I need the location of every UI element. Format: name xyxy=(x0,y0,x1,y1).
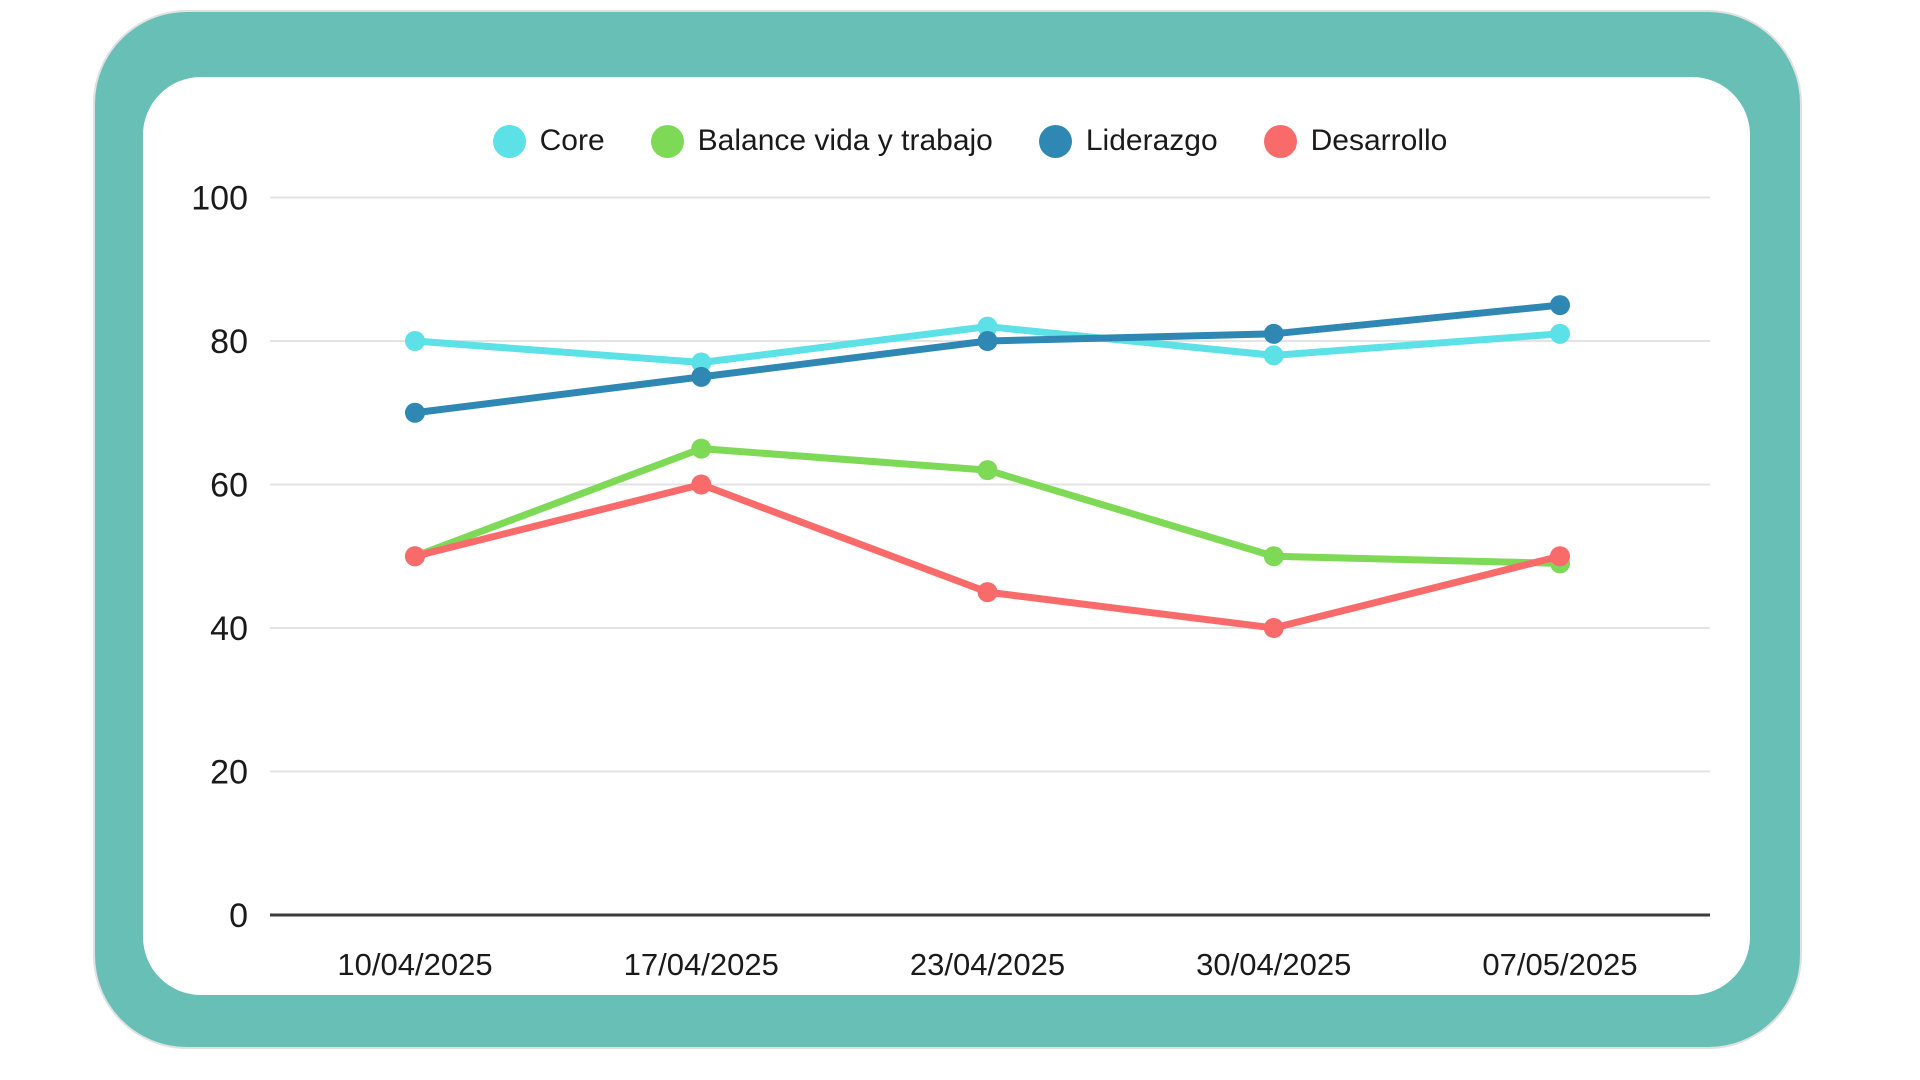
data-point-liderazgo xyxy=(1550,295,1570,316)
y-tick-label: 60 xyxy=(210,467,248,505)
data-point-core xyxy=(977,316,998,337)
data-point-liderazgo xyxy=(977,331,998,351)
data-point-desarrollo xyxy=(405,546,425,567)
y-tick-label: 40 xyxy=(210,610,248,648)
x-tick-label: 17/04/2025 xyxy=(624,947,779,982)
chart-frame: Core Balance vida y trabajo Liderazgo Desar… xyxy=(95,12,1800,1047)
data-point-core xyxy=(691,352,712,373)
data-point-liderazgo xyxy=(1263,323,1284,344)
legend-label: Desarrollo xyxy=(1310,124,1448,157)
chart-legend: Core Balance vida y trabajo Liderazgo Desar… xyxy=(230,121,1710,161)
data-point-core xyxy=(1263,345,1284,366)
data-point-balance-vida-y-trabajo xyxy=(977,460,998,481)
x-tick-label: 23/04/2025 xyxy=(910,947,1065,982)
data-point-liderazgo xyxy=(405,402,425,423)
data-point-balance-vida-y-trabajo xyxy=(1263,546,1284,567)
line-chart: 0 20 40 60 80 100 10/04/2025 17/04/2025 23/04/20… xyxy=(191,180,1710,982)
legend-dot-icon xyxy=(492,124,526,158)
x-tick-label: 10/04/2025 xyxy=(337,947,492,982)
data-point-desarrollo xyxy=(1263,618,1284,638)
data-point-balance-vida-y-trabajo xyxy=(691,438,712,459)
legend-item-desarrollo: Desarrollo xyxy=(1263,124,1448,158)
data-point-core xyxy=(1550,323,1570,344)
y-tick-label: 0 xyxy=(229,897,248,935)
legend-dot-icon xyxy=(1263,124,1297,158)
data-point-liderazgo xyxy=(691,366,712,387)
data-point-desarrollo xyxy=(977,582,998,603)
legend-label: Balance vida y trabajo xyxy=(697,124,993,157)
data-point-desarrollo xyxy=(691,474,712,495)
legend-label: Core xyxy=(539,124,605,157)
y-tick-label: 80 xyxy=(210,323,248,361)
x-tick-label: 30/04/2025 xyxy=(1196,947,1351,982)
y-tick-label: 20 xyxy=(210,754,248,792)
legend-dot-icon xyxy=(1038,124,1072,158)
legend-item-core: Core xyxy=(492,124,605,158)
legend-item-balance-vida-y-trabajo: Balance vida y trabajo xyxy=(650,124,993,158)
data-point-core xyxy=(405,331,425,351)
chart-card: Core Balance vida y trabajo Liderazgo Desar… xyxy=(143,77,1750,995)
legend-item-liderazgo: Liderazgo xyxy=(1038,124,1218,158)
y-tick-label: 100 xyxy=(191,180,248,218)
legend-dot-icon xyxy=(650,124,684,158)
x-tick-label: 07/05/2025 xyxy=(1482,947,1637,982)
legend-label: Liderazgo xyxy=(1085,124,1218,157)
data-point-desarrollo xyxy=(1550,546,1570,567)
